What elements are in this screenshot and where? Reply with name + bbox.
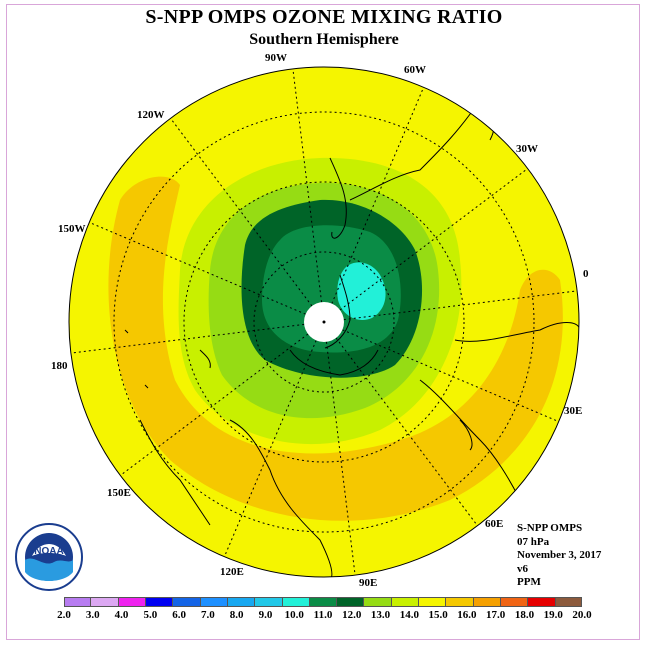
- lon-label-120e: 120E: [220, 566, 244, 578]
- colorbar-segment: [117, 597, 145, 607]
- info-unit: PPM: [517, 576, 541, 588]
- lon-label-150e: 150E: [107, 487, 131, 499]
- colorbar-segment: [336, 597, 364, 607]
- info-instrument: S-NPP OMPS: [517, 522, 583, 534]
- product-info: S-NPP OMPS 07 hPa November 3, 2017 v6 PP…: [517, 522, 601, 590]
- lon-label-30e: 30E: [564, 405, 583, 417]
- colorbar-label: 20.0: [572, 609, 592, 621]
- colorbar-segment: [226, 597, 255, 607]
- colorbar-label: 12.0: [342, 609, 362, 621]
- colorbar-label: 3.0: [85, 609, 100, 621]
- colorbar-label: 11.0: [313, 609, 333, 621]
- colorbar-segment: [172, 597, 200, 607]
- colorbar-segment: [390, 597, 419, 607]
- colorbar-label: 4.0: [114, 609, 129, 621]
- colorbar-segment: [500, 597, 528, 607]
- colorbar-segment: [527, 597, 555, 607]
- lon-label-60e: 60E: [485, 518, 504, 530]
- colorbar-label: 9.0: [258, 609, 273, 621]
- colorbar-segment: [363, 597, 391, 607]
- colorbar-label: 7.0: [201, 609, 215, 621]
- colorbar-label: 2.0: [57, 609, 71, 621]
- lon-label-180: 180: [51, 360, 68, 372]
- colorbar-segment: [144, 597, 173, 607]
- lon-label-90e: 90E: [359, 577, 378, 589]
- map-subtitle: Southern Hemisphere: [249, 31, 399, 48]
- colorbar-label: 5.0: [143, 609, 158, 621]
- colorbar-label: 19.0: [543, 609, 563, 621]
- info-pressure: 07 hPa: [517, 535, 550, 548]
- colorbar-label: 8.0: [229, 609, 244, 621]
- level-16-band: [108, 176, 563, 521]
- colorbar-segment: [90, 597, 118, 607]
- coastlines: [124, 99, 579, 577]
- noaa-logo-text: NOAA: [34, 546, 63, 557]
- colorbar-label: 18.0: [514, 609, 535, 621]
- level-10-fill: [337, 262, 386, 320]
- colorbar-label: 13.0: [370, 609, 391, 621]
- colorbar-label: 6.0: [172, 609, 186, 621]
- info-date: November 3, 2017: [517, 549, 602, 561]
- lon-label-120w: 120W: [137, 109, 165, 121]
- info-version: v6: [517, 562, 528, 575]
- colorbar: [64, 597, 582, 607]
- colorbar-segment: [281, 597, 309, 607]
- map-title: S-NPP OMPS OZONE MIXING RATIO: [145, 6, 503, 28]
- south-pole-dot: [322, 320, 326, 324]
- noaa-logo: NOAA: [15, 523, 83, 591]
- lon-label-60w: 60W: [404, 64, 426, 76]
- colorbar-label: 15.0: [428, 609, 448, 621]
- figure-frame: [6, 4, 640, 640]
- colorbar-segment: [554, 597, 582, 607]
- lon-label-30w: 30W: [516, 143, 538, 155]
- colorbar-label: 16.0: [457, 609, 477, 621]
- colorbar-segment: [445, 597, 473, 607]
- lon-label-90w: 90W: [265, 52, 287, 64]
- colorbar-segment: [199, 597, 227, 607]
- colorbar-segment: [418, 597, 446, 607]
- lon-label-150w: 150W: [58, 223, 86, 235]
- colorbar-segment: [254, 597, 282, 607]
- colorbar-label: 14.0: [399, 609, 419, 621]
- colorbar-segment: [472, 597, 500, 607]
- lon-label-0: 0: [583, 268, 589, 280]
- colorbar-label: 17.0: [486, 609, 506, 621]
- colorbar-segment: [64, 597, 91, 607]
- map-boundary: [68, 66, 580, 578]
- latitude-circles: [113, 111, 535, 533]
- colorbar-label: 10.0: [284, 609, 304, 621]
- colorbar-segment: [308, 597, 337, 607]
